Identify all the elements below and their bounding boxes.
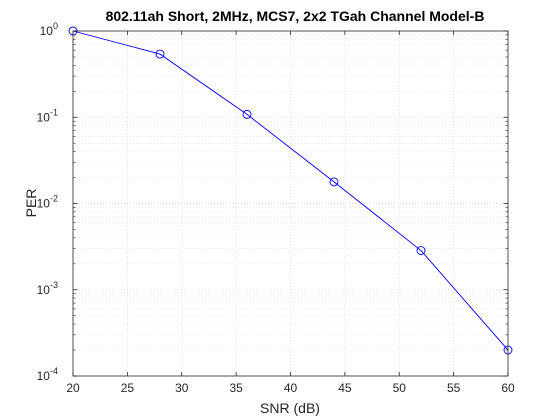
x-tick-label: 50 [393,381,407,395]
x-tick-label: 30 [175,381,189,395]
grid-lines [72,31,509,376]
tick-labels: 20 25 30 35 40 45 50 55 60 10-4 10-3 10-2 10-1 100 [37,21,515,395]
axes-frame [72,30,509,377]
x-tick-label: 45 [338,381,352,395]
series-layer [68,26,513,355]
x-tick-label: 60 [501,381,515,395]
x-tick-label: 40 [284,381,298,395]
x-axis-label: SNR (dB) [260,400,320,416]
chart-title: 802.11ah Short, 2MHz, MCS7, 2x2 TGah Cha… [106,8,485,24]
series-line [72,30,509,351]
y-tick-label: 100 [40,21,58,38]
y-tick-label: 10-3 [37,280,58,297]
y-tick-label: 10-2 [37,194,58,211]
x-tick-label: 55 [447,381,461,395]
x-tick-label: 35 [229,381,243,395]
axes-box [72,30,509,377]
data-point-marker [242,109,252,119]
x-tick-label: 25 [121,381,135,395]
data-point-marker [329,177,339,187]
x-tick-label: 20 [66,381,80,395]
y-tick-label: 10-1 [37,107,58,124]
data-point-marker [416,246,426,255]
y-axis-label: PER [23,189,39,218]
y-tick-label: 10-4 [37,366,58,383]
data-point-marker [155,49,165,59]
